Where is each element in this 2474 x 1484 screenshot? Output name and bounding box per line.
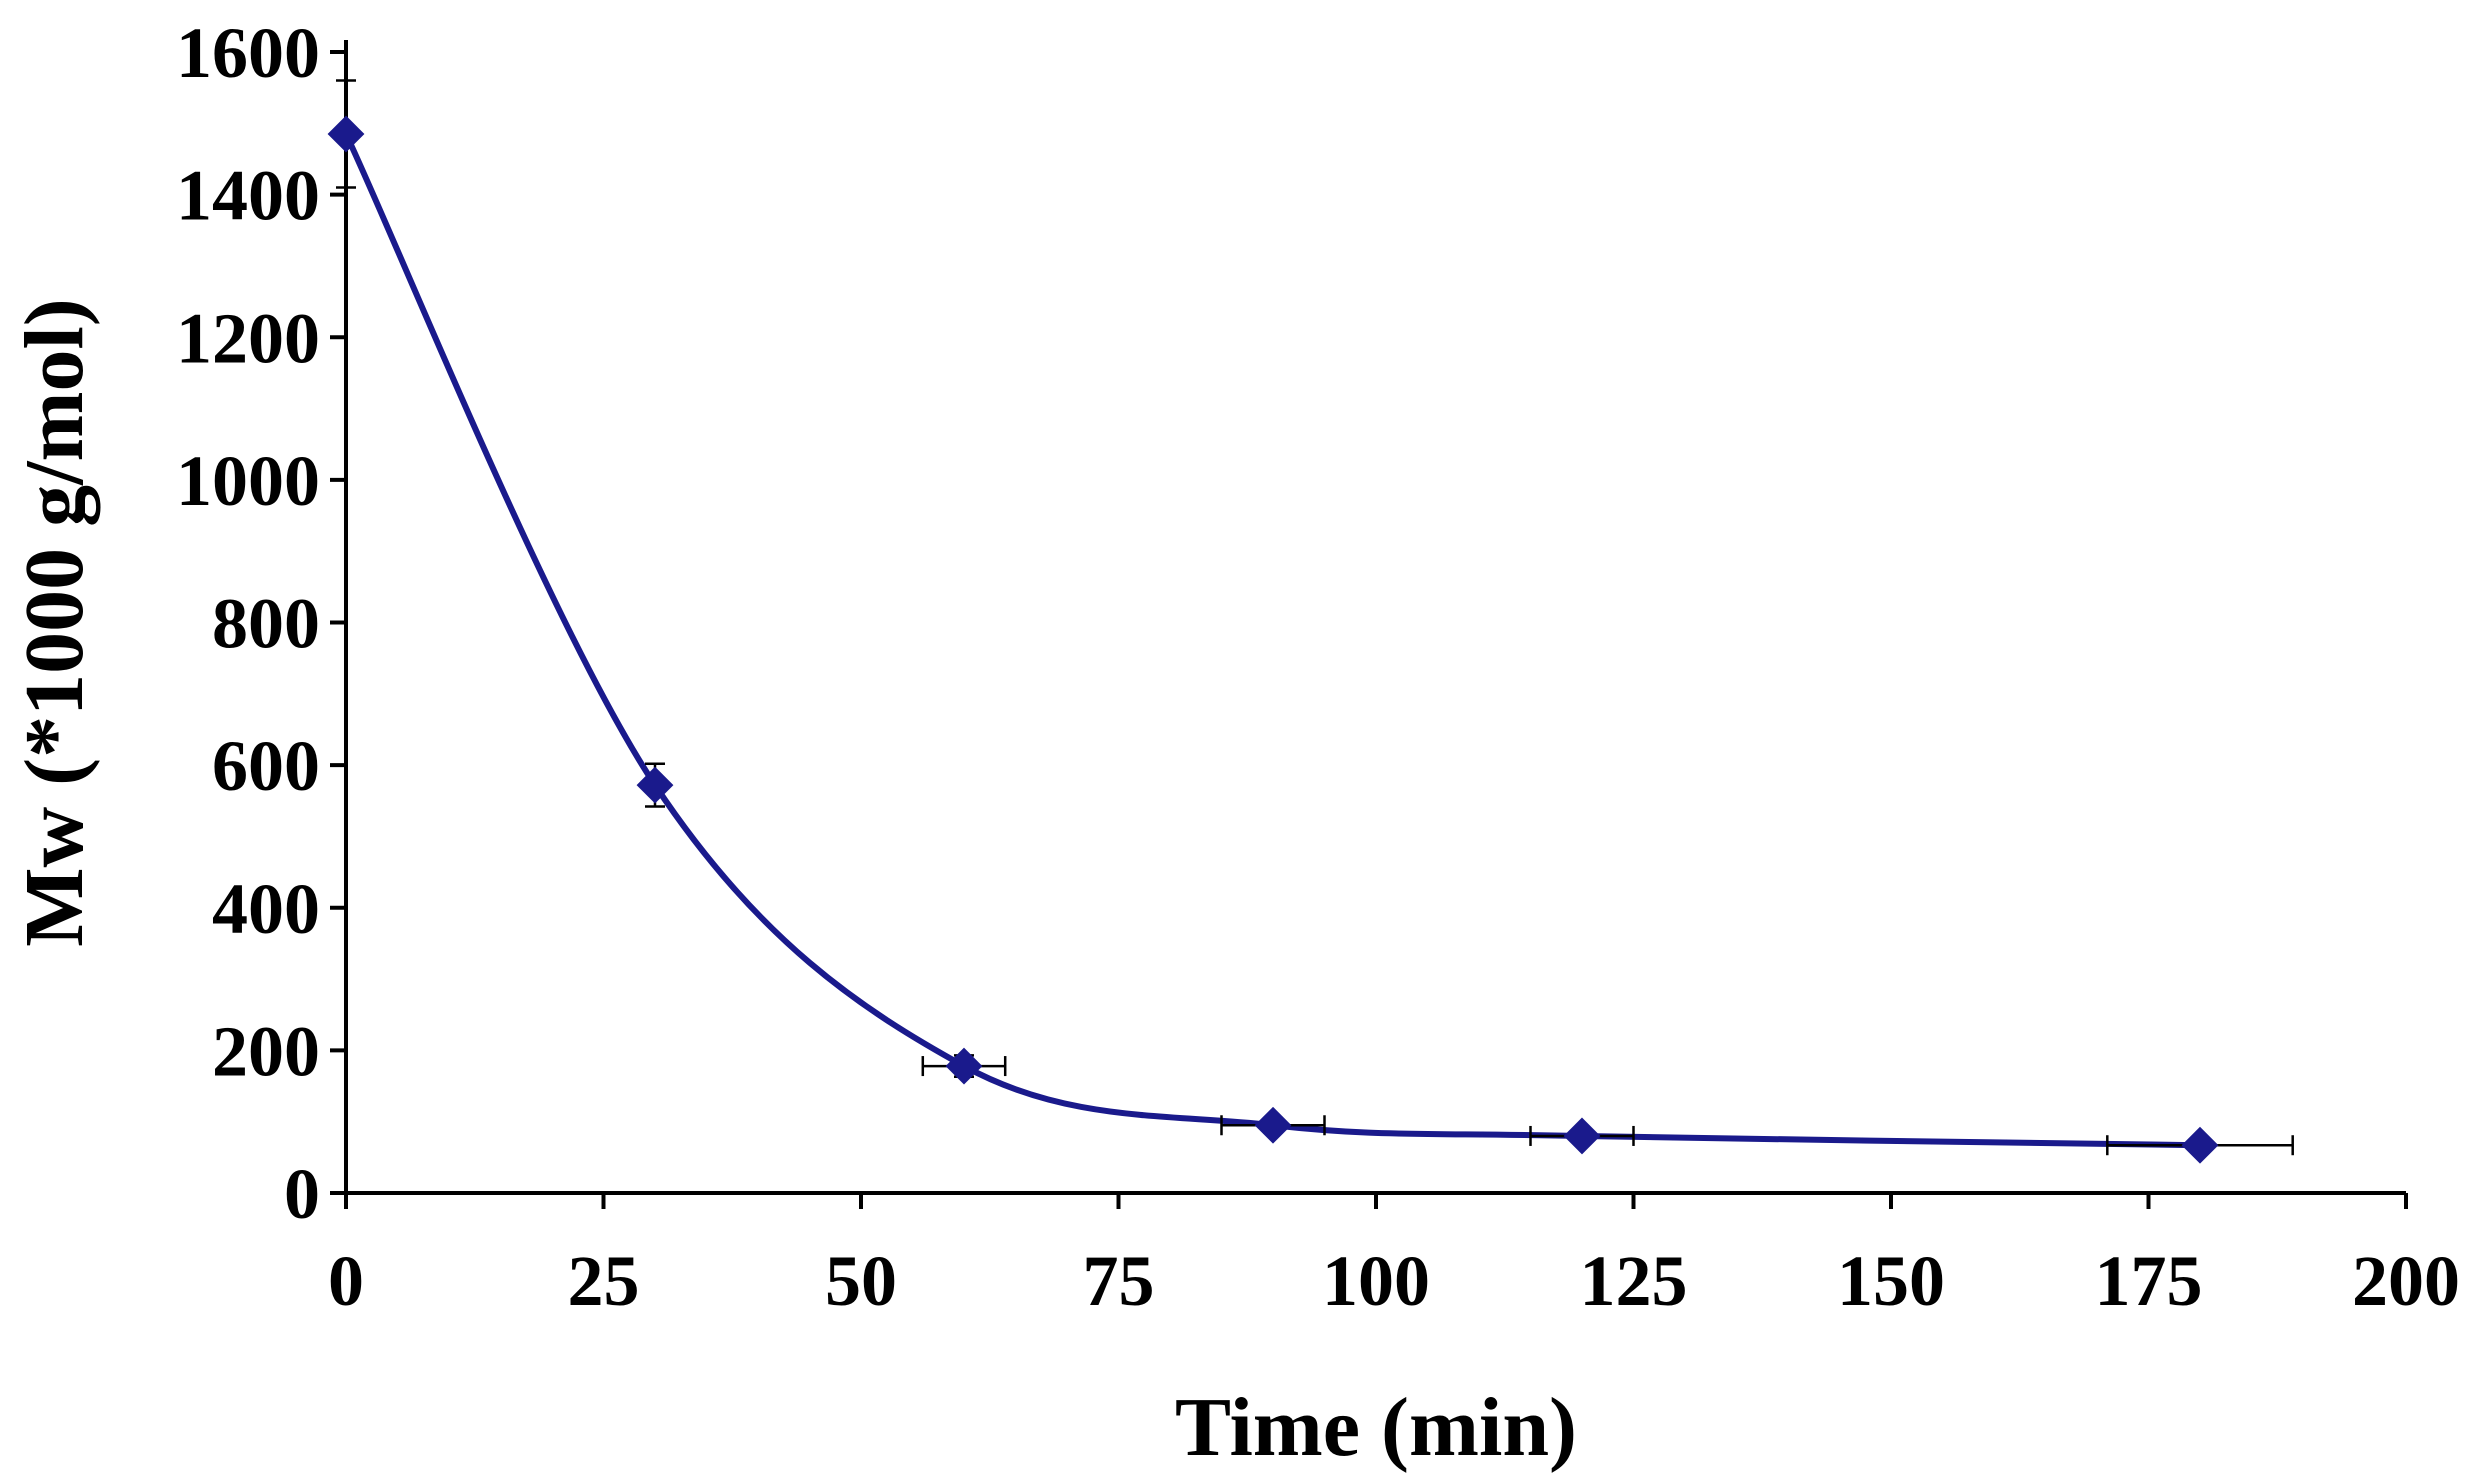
y-tick-label: 1600: [176, 13, 320, 93]
series-layer: [327, 79, 2294, 1164]
data-point: [945, 1047, 983, 1085]
data-point: [2181, 1126, 2219, 1164]
y-tick-label: 1400: [176, 156, 320, 236]
data-point: [327, 115, 365, 153]
x-tick-label: 200: [2352, 1241, 2460, 1321]
y-axis-title: Mw (*1000 g/mol): [8, 298, 101, 947]
y-tick-label: 200: [212, 1011, 320, 1091]
y-tick-label: 400: [212, 869, 320, 949]
y-tick-label: 1200: [176, 298, 320, 378]
x-tick-label: 100: [1322, 1241, 1430, 1321]
x-tick-label: 150: [1837, 1241, 1945, 1321]
y-tick-label: 600: [212, 726, 320, 806]
x-tick-label: 125: [1580, 1241, 1688, 1321]
data-point: [636, 766, 674, 804]
data-point: [1563, 1117, 1601, 1155]
series-line: [343, 132, 2201, 1149]
x-tick-label: 25: [568, 1241, 640, 1321]
x-tick-label: 50: [825, 1241, 897, 1321]
y-tick-label: 1000: [176, 441, 320, 521]
x-tick-label: 0: [328, 1241, 364, 1321]
x-tick-label: 75: [1083, 1241, 1155, 1321]
data-point: [1254, 1106, 1292, 1144]
x-tick-label: 175: [2095, 1241, 2203, 1321]
x-axis-title: Time (min): [1175, 1381, 1577, 1474]
y-tick-label: 0: [284, 1154, 320, 1234]
axes: 0 200 400 600 800 1000 1200 1400 1600 0 25 50 75 100 1…: [176, 13, 2460, 1321]
y-tick-label: 800: [212, 584, 320, 664]
